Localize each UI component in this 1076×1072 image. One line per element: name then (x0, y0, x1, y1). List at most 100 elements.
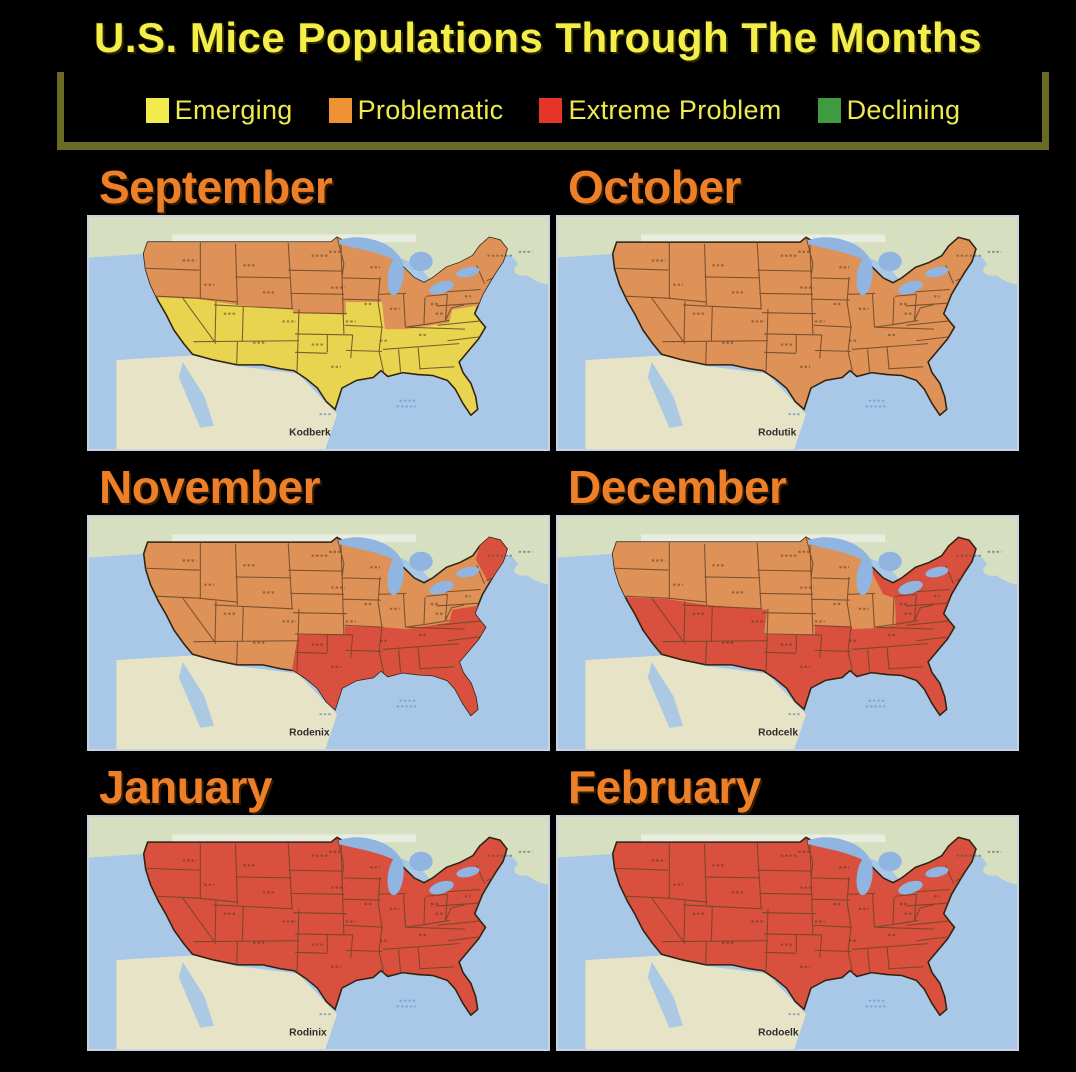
ne-label-noise (956, 550, 1002, 557)
ne-label-noise (956, 850, 1002, 857)
state-borders (143, 237, 500, 374)
gulf-of-california (178, 661, 215, 728)
map-frame: Rodenix (87, 514, 550, 751)
snow-band (641, 234, 886, 243)
mexico-land (585, 954, 807, 1049)
legend-item-emerging: Emerging (145, 94, 293, 126)
mexico-land (585, 355, 807, 449)
lake-huron (409, 251, 433, 272)
lake-ontario (925, 266, 949, 278)
united-states (611, 236, 977, 417)
month-panel-october: October Rodutik (556, 164, 1019, 451)
us-map: Rodoelk (558, 816, 1017, 1049)
maritime-land (514, 258, 547, 276)
legend-item-extreme-problem: Extreme Problem (539, 95, 781, 126)
map-frame: Rodutik (556, 214, 1019, 451)
lake-ontario (456, 866, 480, 878)
legend-swatch-declining (817, 97, 841, 123)
month-panel-january: January Rodinix (87, 760, 550, 1051)
snow-band (172, 234, 417, 243)
legend-label-extreme-problem: Extreme Problem (568, 94, 782, 125)
region-new_england (475, 537, 507, 581)
state-borders (143, 837, 500, 974)
lake-erie (429, 880, 454, 895)
united-states (142, 836, 508, 1017)
canada-land (89, 216, 548, 285)
month-panel-february: February Rodoelk (556, 760, 1019, 1051)
lake-erie (898, 280, 923, 295)
maritime-land (514, 858, 547, 876)
us-outline (611, 236, 977, 417)
lake-erie (429, 280, 454, 295)
map-frame: Rodinix (87, 814, 550, 1051)
lake-erie (429, 580, 454, 595)
water-label-noise (788, 999, 886, 1015)
canada-land (558, 816, 1017, 885)
map-frame: Rodcelk (556, 514, 1019, 751)
lake-huron (409, 551, 433, 571)
lake-michigan (387, 856, 404, 895)
state-borders (612, 537, 969, 674)
lake-huron (878, 551, 902, 571)
us-outline (611, 836, 977, 1017)
ne-label-noise (487, 250, 533, 257)
canada-land (89, 516, 548, 585)
lake-ontario (456, 566, 480, 578)
month-panel-november: November Rodenix (87, 460, 550, 751)
snow-band (172, 534, 417, 542)
canada-land (89, 816, 548, 885)
water-label-noise (319, 699, 417, 715)
canada-land (558, 216, 1017, 285)
us-map: Rodutik (558, 216, 1017, 449)
lake-michigan (856, 856, 873, 895)
maritime-land (983, 558, 1016, 576)
legend-label-problematic: Problematic (357, 94, 504, 125)
lake-huron (409, 851, 433, 871)
us-map: Rodinix (89, 816, 548, 1049)
legend-swatch-emerging (145, 97, 169, 123)
lake-superior (808, 537, 873, 565)
snow-band (641, 834, 886, 842)
mexico-land (116, 355, 338, 449)
snow-band (172, 834, 417, 842)
lake-superior (808, 237, 873, 265)
lake-michigan (387, 256, 404, 296)
gulf-of-california (647, 961, 684, 1028)
map-watermark: Rodenix (289, 727, 330, 738)
us-map: Kodberk (89, 216, 548, 449)
month-title: December (568, 460, 787, 513)
map-watermark: Rodoelk (758, 1027, 799, 1038)
month-title: February (568, 760, 761, 813)
lake-erie (898, 880, 923, 895)
mexico-land (116, 655, 338, 749)
lake-superior (808, 836, 873, 865)
legend-label-declining: Declining (846, 94, 961, 125)
lake-superior (339, 537, 404, 565)
months-grid: September Kodberk October Rodutik November Ro… (0, 164, 1076, 1051)
water-label-noise (788, 399, 886, 416)
gulf-of-california (647, 661, 684, 728)
state-borders (143, 537, 500, 674)
gulf-of-california (178, 961, 215, 1028)
legend-label-emerging: Emerging (174, 94, 293, 125)
map-watermark: Rodcelk (758, 727, 798, 738)
state-borders (612, 237, 969, 374)
lake-huron (878, 851, 902, 871)
maritime-land (983, 858, 1016, 876)
lake-erie (898, 580, 923, 595)
legend-swatch-problematic (328, 97, 352, 123)
lake-superior (339, 237, 404, 265)
legend: Emerging Problematic Extreme Problem Declin… (57, 72, 1049, 150)
us-map: Rodenix (89, 516, 548, 749)
water-label-noise (319, 399, 417, 416)
mexico-land (585, 655, 807, 749)
month-title: September (99, 161, 333, 213)
legend-swatch-extreme-problem (539, 97, 563, 123)
month-title: November (99, 460, 320, 513)
lake-ontario (456, 266, 480, 278)
map-frame: Rodoelk (556, 814, 1019, 1051)
legend-item-problematic: Problematic (328, 94, 504, 126)
map-watermark: Rodinix (289, 1027, 327, 1038)
mexico-land (116, 954, 338, 1049)
month-title: January (99, 760, 272, 813)
